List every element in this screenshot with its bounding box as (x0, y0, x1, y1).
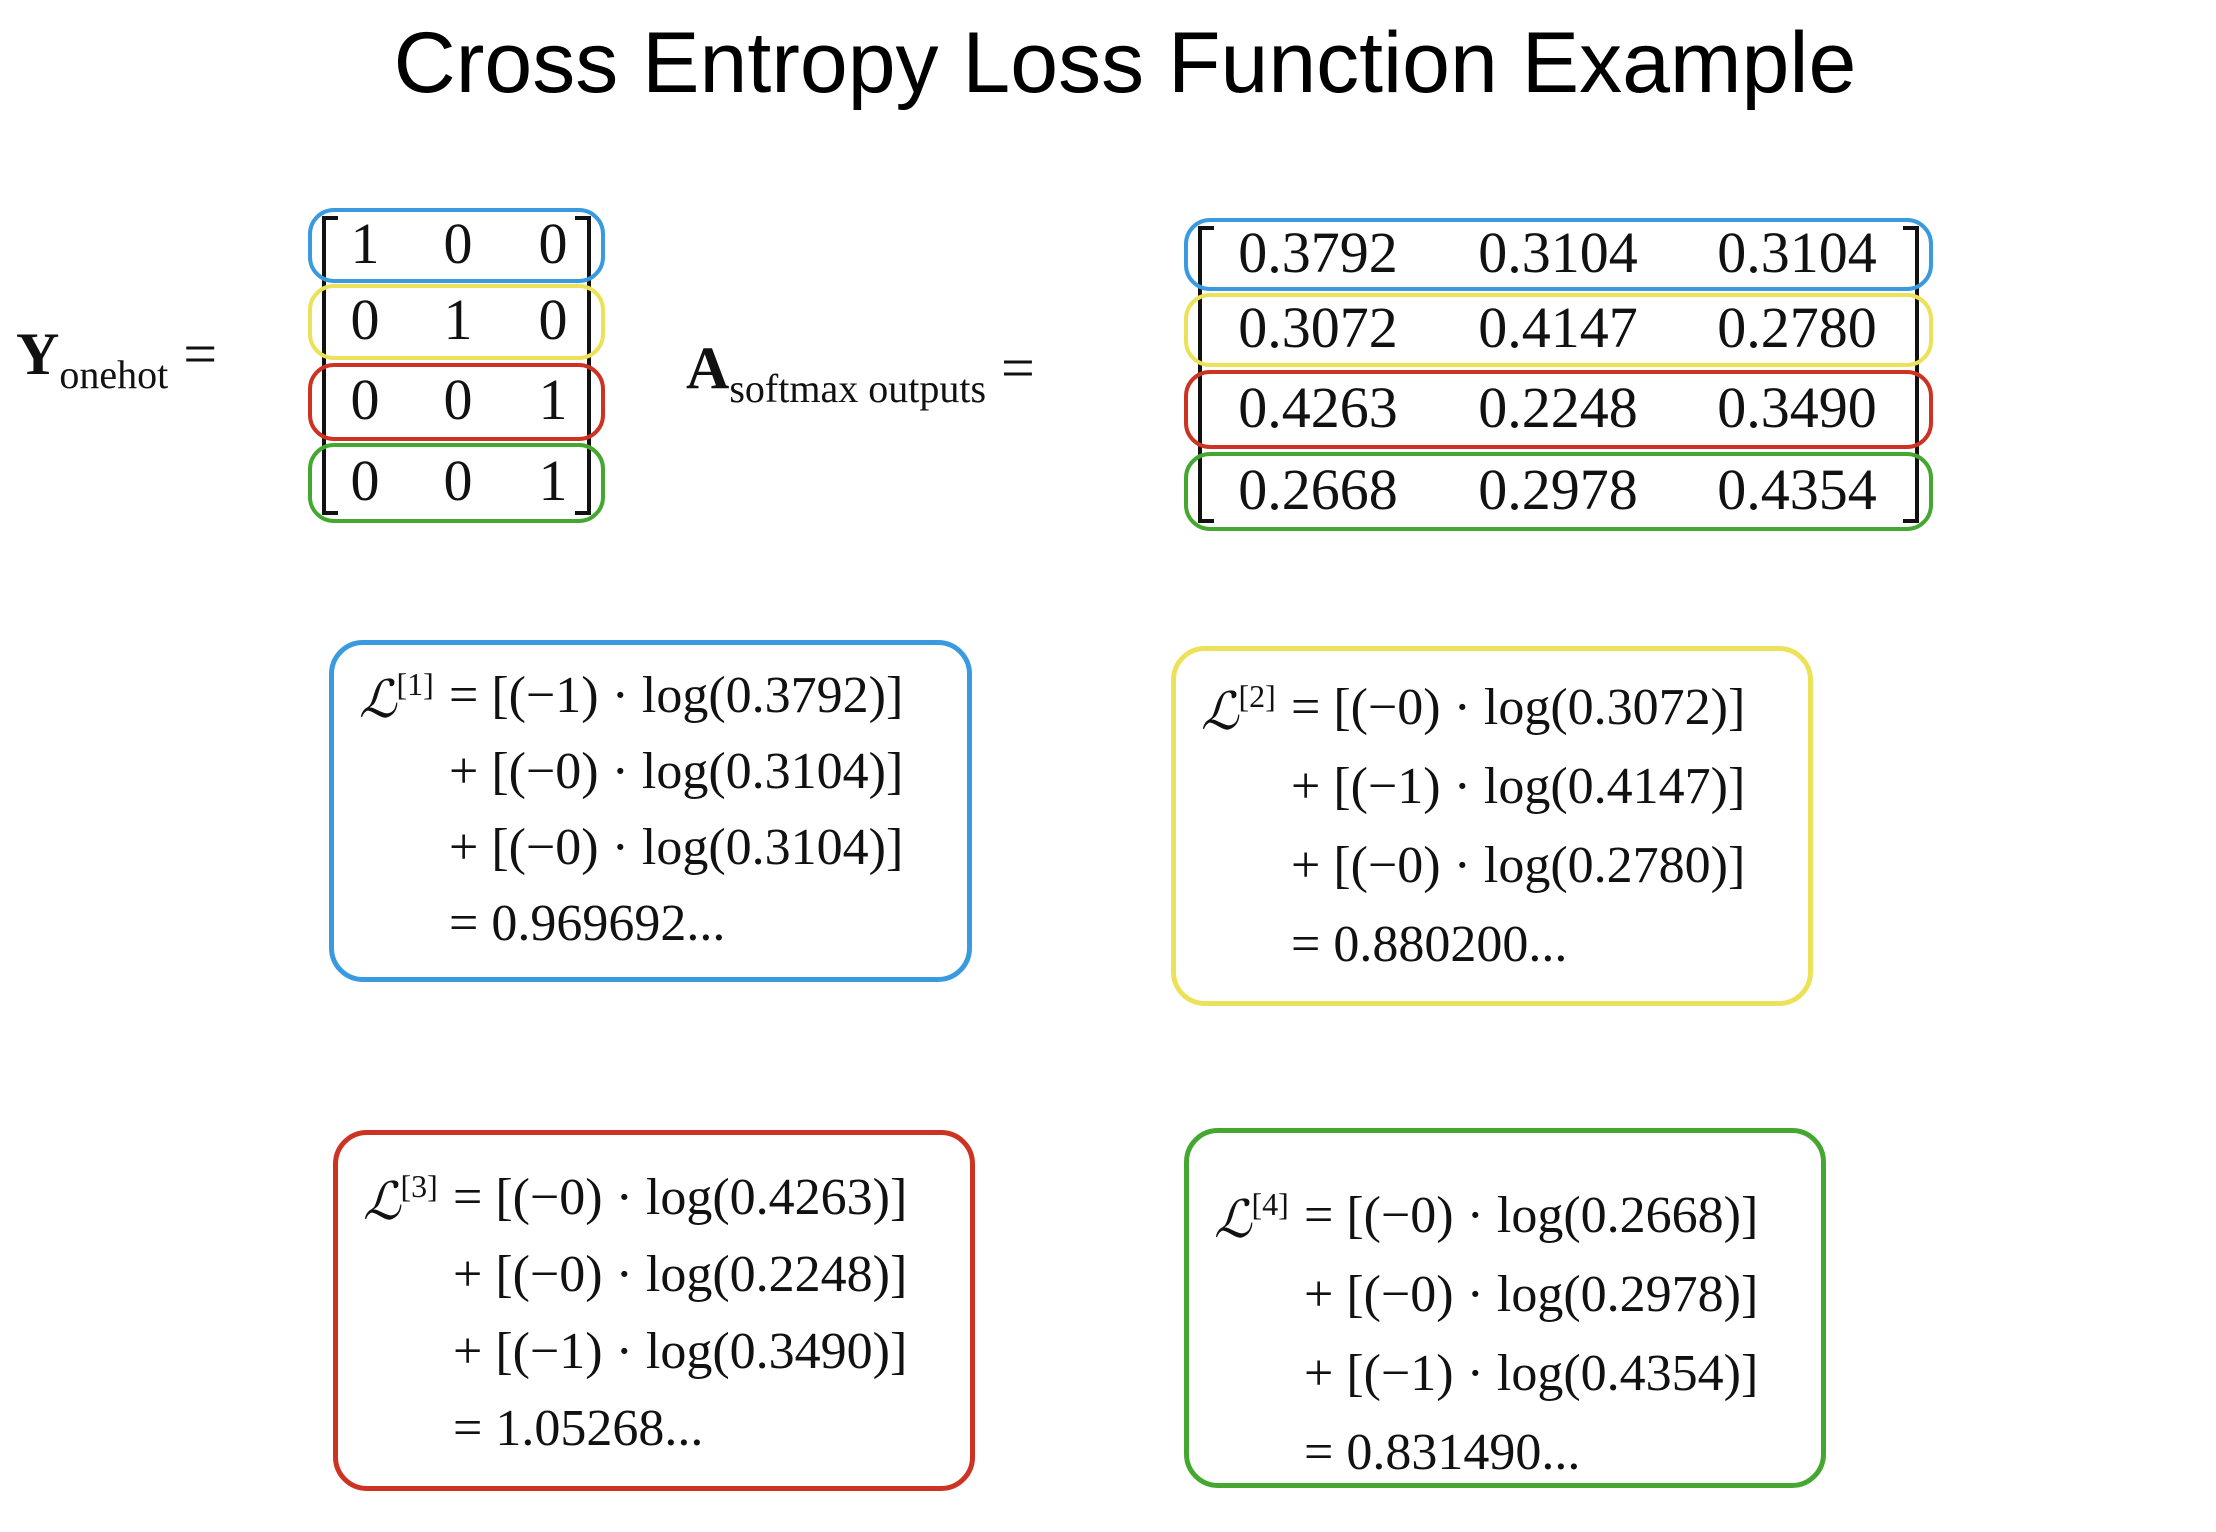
row-highlight-2 (1184, 293, 1933, 367)
loss-equation-line: = [(−0) · log(0.3072)] (1291, 679, 1746, 736)
loss-index: [4] (1251, 1186, 1289, 1222)
loss-label: ℒ[3] (363, 1168, 438, 1232)
matrix-cell: 0.3104 (1478, 219, 1638, 285)
loss-equation-line: + [(−1) · log(0.4147)] (1291, 758, 1746, 815)
loss-symbol: ℒ (1214, 1190, 1252, 1250)
loss-label: ℒ[1] (359, 666, 434, 730)
a-subscript: softmax outputs (729, 366, 987, 411)
matrix-cell: 0.2248 (1478, 374, 1638, 440)
y-subscript: onehot (59, 352, 169, 397)
matrix-cell: 0 (350, 367, 380, 432)
page-title: Cross Entropy Loss Function Example (393, 15, 1857, 111)
matrix-cell: 1 (350, 210, 380, 276)
loss-symbol: ℒ (1201, 682, 1239, 742)
loss-equation-line: + [(−0) · log(0.3104)] (449, 819, 904, 876)
matrix-cell: 0.2780 (1717, 295, 1877, 360)
a-equals: = (1001, 335, 1035, 401)
matrix-cell: 0.4147 (1478, 295, 1638, 360)
matrix-cell: 0.3490 (1717, 374, 1877, 440)
loss-label: ℒ[2] (1201, 678, 1276, 742)
a-softmax-label: Asoftmax outputs = (686, 334, 1035, 412)
loss-label: ℒ[4] (1214, 1186, 1289, 1250)
loss-equation-line: + [(−0) · log(0.3104)] (449, 743, 904, 800)
loss-equation-line: = [(−0) · log(0.4263)] (453, 1169, 908, 1226)
a-symbol: A (686, 335, 730, 401)
row-highlight-1 (1184, 218, 1933, 291)
row-highlight-4 (1184, 452, 1933, 531)
row-highlight-2 (308, 284, 605, 360)
loss-equation-line: = [(−0) · log(0.2668)] (1304, 1187, 1759, 1244)
loss-equation-line: = 0.831490... (1304, 1424, 1581, 1481)
matrix-cell: 0 (350, 287, 380, 352)
matrix-cell: 0.3104 (1717, 219, 1877, 285)
matrix-cell: 0 (443, 448, 473, 513)
matrix-cell: 0.2978 (1478, 456, 1638, 522)
loss-index: [1] (396, 666, 434, 702)
matrix-cell: 0 (538, 287, 568, 352)
loss-equation-line: + [(−0) · log(0.2978)] (1304, 1266, 1759, 1323)
loss-symbol: ℒ (359, 670, 397, 730)
row-highlight-3 (1184, 370, 1933, 449)
loss-box-1 (329, 640, 972, 982)
loss-box-4 (1184, 1128, 1826, 1488)
matrix-cell: 0.4354 (1717, 456, 1877, 522)
y-equals: = (183, 321, 218, 387)
matrix-cell: 0.3792 (1238, 219, 1398, 285)
row-highlight-1 (308, 208, 605, 283)
loss-equation-line: + [(−1) · log(0.4354)] (1304, 1345, 1759, 1402)
loss-index: [3] (400, 1168, 438, 1204)
loss-index: [2] (1238, 678, 1276, 714)
matrix-cell: 0 (443, 367, 473, 432)
loss-box-3 (333, 1130, 975, 1491)
loss-symbol: ℒ (363, 1172, 401, 1232)
matrix-cell: 0.3072 (1238, 295, 1398, 360)
loss-equation-line: = 0.969692... (449, 895, 726, 952)
matrix-cell: 0 (443, 210, 473, 276)
y-symbol: Y (16, 321, 60, 387)
matrix-cell: 1 (443, 287, 473, 352)
row-highlight-4 (308, 443, 605, 523)
loss-equation-line: = 0.880200... (1291, 916, 1568, 973)
loss-equation-line: + [(−0) · log(0.2780)] (1291, 837, 1746, 894)
row-highlight-3 (308, 363, 605, 441)
matrix-cell: 1 (538, 367, 568, 432)
loss-box-2 (1171, 646, 1813, 1006)
y-onehot-label: Yonehot = (16, 320, 217, 398)
loss-equation-line: + [(−0) · log(0.2248)] (453, 1246, 908, 1303)
matrix-cell: 0.2668 (1238, 456, 1398, 522)
loss-equation-line: = 1.05268... (453, 1400, 704, 1457)
loss-equation-line: = [(−1) · log(0.3792)] (449, 667, 904, 724)
loss-equation-line: + [(−1) · log(0.3490)] (453, 1323, 908, 1380)
matrix-cell: 0.4263 (1238, 374, 1398, 440)
matrix-cell: 0 (538, 210, 568, 276)
matrix-cell: 0 (350, 448, 380, 513)
matrix-cell: 1 (538, 448, 568, 513)
